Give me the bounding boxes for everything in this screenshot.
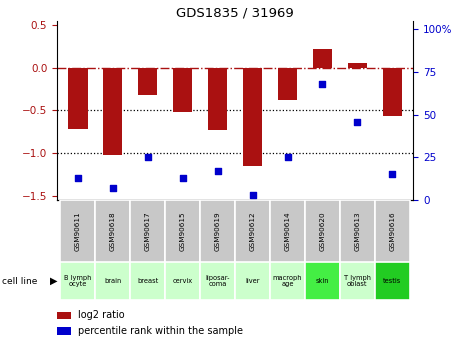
Bar xyxy=(68,68,87,129)
Point xyxy=(319,81,326,87)
Point xyxy=(389,172,396,177)
Bar xyxy=(165,262,200,300)
Bar xyxy=(383,68,402,116)
Bar xyxy=(173,68,192,112)
Text: liver: liver xyxy=(246,278,260,284)
Bar xyxy=(57,312,71,319)
Text: percentile rank within the sample: percentile rank within the sample xyxy=(78,326,243,335)
Bar xyxy=(103,68,123,155)
Point xyxy=(353,119,361,124)
Text: GSM90618: GSM90618 xyxy=(110,211,116,251)
Bar xyxy=(278,68,297,100)
Text: skin: skin xyxy=(316,278,329,284)
Text: brain: brain xyxy=(104,278,122,284)
Bar xyxy=(270,200,305,262)
Text: T lymph
oblast: T lymph oblast xyxy=(344,275,371,287)
Bar xyxy=(243,68,262,166)
Bar xyxy=(130,262,165,300)
Text: GSM90616: GSM90616 xyxy=(390,211,395,251)
Point xyxy=(144,155,152,160)
Bar xyxy=(270,262,305,300)
Bar xyxy=(348,63,367,68)
Text: breast: breast xyxy=(137,278,159,284)
Bar xyxy=(95,200,130,262)
Bar xyxy=(305,200,340,262)
Text: GSM90614: GSM90614 xyxy=(285,211,291,251)
Text: testis: testis xyxy=(383,278,401,284)
Text: liposar-
coma: liposar- coma xyxy=(205,275,230,287)
Text: cervix: cervix xyxy=(173,278,193,284)
Bar xyxy=(130,200,165,262)
Bar xyxy=(60,200,95,262)
Bar xyxy=(60,262,95,300)
Bar xyxy=(200,200,235,262)
Bar xyxy=(340,262,375,300)
Title: GDS1835 / 31969: GDS1835 / 31969 xyxy=(176,7,294,20)
Bar xyxy=(235,200,270,262)
Text: GSM90615: GSM90615 xyxy=(180,211,186,251)
Text: GSM90612: GSM90612 xyxy=(249,211,256,251)
Bar xyxy=(208,68,227,130)
Text: GSM90619: GSM90619 xyxy=(215,211,221,251)
Bar xyxy=(95,262,130,300)
Point xyxy=(284,155,291,160)
Point xyxy=(109,185,117,191)
Bar xyxy=(375,262,410,300)
Point xyxy=(179,175,187,181)
Text: log2 ratio: log2 ratio xyxy=(78,310,125,320)
Bar xyxy=(340,200,375,262)
Text: GSM90613: GSM90613 xyxy=(354,211,361,251)
Bar xyxy=(375,200,410,262)
Bar xyxy=(313,49,332,68)
Text: cell line: cell line xyxy=(2,277,38,286)
Text: B lymph
ocyte: B lymph ocyte xyxy=(64,275,92,287)
Text: GSM90620: GSM90620 xyxy=(320,211,325,251)
Text: ▶: ▶ xyxy=(50,276,57,286)
Bar xyxy=(235,262,270,300)
Bar xyxy=(200,262,235,300)
Point xyxy=(249,192,256,198)
Text: GSM90611: GSM90611 xyxy=(75,211,81,251)
Point xyxy=(214,168,221,174)
Bar xyxy=(165,200,200,262)
Bar xyxy=(57,327,71,335)
Bar xyxy=(305,262,340,300)
Text: GSM90617: GSM90617 xyxy=(145,211,151,251)
Point xyxy=(74,175,82,181)
Text: macroph
age: macroph age xyxy=(273,275,302,287)
Bar xyxy=(138,68,157,95)
